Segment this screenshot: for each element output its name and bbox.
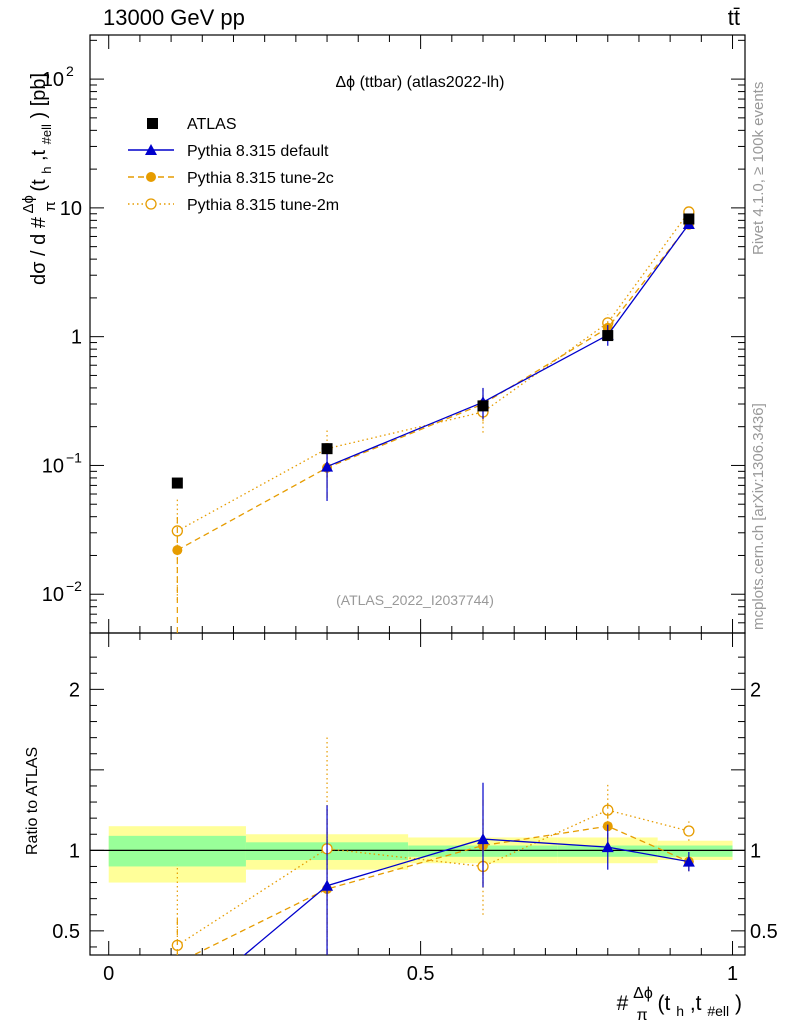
xlabel-sub-h: h [676, 1003, 684, 1019]
y-axis-label-main: dσ / d # Δϕ π (t h ,t #ell ) [pb] [16, 73, 60, 285]
legend-item-atlas: ATLAS [147, 116, 237, 133]
ratio-frame [89, 632, 746, 956]
legend-item-tune-2c: Pythia 8.315 tune-2c [128, 170, 334, 187]
y-tick-exp-main: −2 [66, 578, 82, 594]
xlabel-sub-ell: #ell [707, 1003, 729, 1019]
x-tick-label: 1 [727, 963, 738, 985]
series-line-main-3 [177, 211, 690, 532]
process-label: tt̄ [728, 5, 740, 30]
y-tick-exp-main: −1 [66, 449, 82, 465]
xlabel-suffix: (t [658, 992, 671, 1015]
ratio-bands [108, 826, 733, 883]
legend-marker-tune-2c [146, 172, 156, 182]
x-tick-label: 0 [103, 963, 114, 985]
legend-marker-atlas [147, 118, 158, 129]
xlabel-prefix: # [617, 992, 629, 1015]
y-axis-label-ratio: Ratio to ATLAS [24, 747, 41, 855]
xlabel-end: ) [735, 992, 742, 1015]
y-tick-label-ratio-right: 1 [750, 840, 761, 862]
ylabel-sub-h: h [39, 167, 54, 174]
ylabel-sub-ell: #ell [39, 124, 54, 144]
atlas-point [683, 213, 695, 225]
atlas-point [321, 443, 333, 455]
y-tick-label-main: 10 [42, 69, 64, 91]
x-tick-label: 0.5 [407, 963, 435, 985]
atlas-point [171, 477, 183, 489]
legend: ATLAS Pythia 8.315 default Pythia 8.315 … [128, 116, 339, 214]
y-tick-label-main: 10 [60, 198, 82, 220]
ylabel-suffix: (t [28, 179, 50, 192]
y-tick-label-ratio: 1 [69, 840, 80, 862]
y-tick-label-ratio-right: 2 [750, 679, 761, 701]
mcplots-label: mcplots.cern.ch [arXiv:1306.3436] [750, 403, 767, 630]
y-tick-label-ratio: 2 [69, 679, 80, 701]
legend-label-atlas: ATLAS [187, 116, 237, 133]
y-tick-label-ratio-right: 0.5 [750, 921, 778, 943]
series-line-ratio-3 [176, 809, 690, 946]
point-ratio [601, 841, 614, 853]
point-main [321, 460, 334, 472]
point-ratio [683, 825, 695, 837]
atlas-point [477, 400, 489, 412]
legend-label-tune-2c: Pythia 8.315 tune-2c [187, 170, 334, 187]
chart-title: Δϕ (ttbar) (atlas2022-lh) [335, 74, 504, 91]
point-main [172, 545, 183, 556]
legend-label-default: Pythia 8.315 default [187, 143, 329, 160]
legend-item-tune-2m: Pythia 8.315 tune-2m [128, 197, 339, 214]
ylabel-frac-den: π [42, 201, 59, 211]
series-line-main-2 [177, 224, 690, 551]
point-ratio [321, 879, 334, 891]
series-line-main-1 [326, 223, 690, 468]
ylabel-frac-num: Δϕ [20, 195, 37, 213]
xlabel-frac-den: π [637, 1007, 648, 1024]
x-axis-label: # Δϕ π (t h ,t #ell ) [617, 980, 742, 1024]
y-tick-label-main: 10 [42, 455, 64, 477]
band-inner-4 [657, 845, 733, 857]
rivet-label: Rivet 4.1.0, ≥ 100k events [750, 82, 767, 255]
xlabel-mid: ,t [690, 992, 702, 1015]
legend-item-default: Pythia 8.315 default [128, 143, 329, 160]
energy-label: 13000 GeV pp [103, 5, 245, 30]
y-tick-label-ratio: 0.5 [52, 921, 80, 943]
series-line-ratio-2 [192, 825, 690, 955]
watermark: (ATLAS_2022_I2037744) [336, 592, 494, 608]
atlas-point [602, 330, 614, 342]
point-ratio [682, 855, 695, 867]
legend-marker-default [145, 144, 157, 155]
ylabel-mid: ,t [28, 149, 50, 161]
y-tick-label-main: 10 [42, 584, 64, 606]
y-tick-exp-main: 2 [66, 63, 74, 79]
point-ratio [477, 833, 489, 845]
ylabel-prefix: dσ / d # [28, 216, 50, 285]
xlabel-frac-num: Δϕ [633, 985, 653, 1002]
legend-marker-tune-2m [145, 198, 157, 210]
series-layer [171, 206, 695, 955]
ylabel-end: ) [pb] [28, 73, 50, 119]
y-tick-label-main: 1 [71, 327, 82, 349]
band-inner-0 [108, 835, 246, 867]
legend-label-tune-2m: Pythia 8.315 tune-2m [187, 197, 339, 214]
